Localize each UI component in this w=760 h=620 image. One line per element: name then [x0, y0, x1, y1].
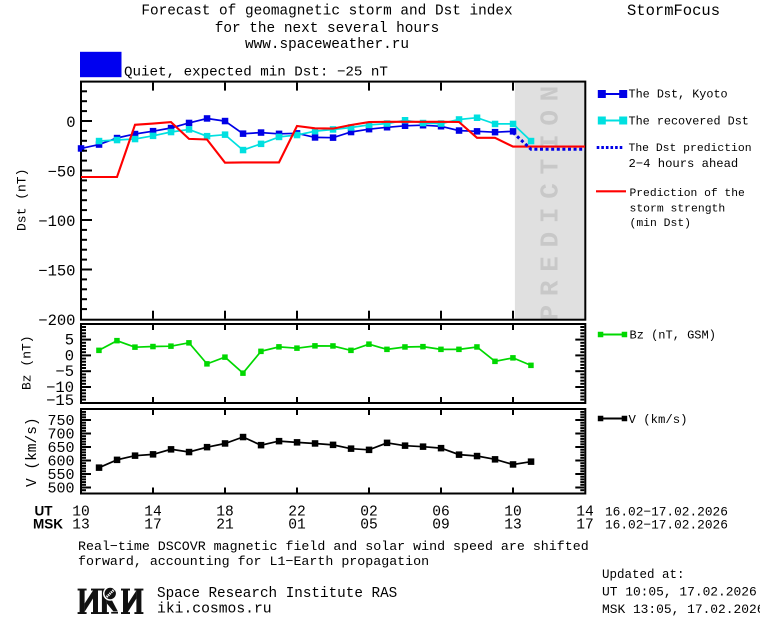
svg-text:Bz (nT, GSM): Bz (nT, GSM)	[630, 329, 716, 343]
svg-text:−50: −50	[48, 164, 76, 182]
svg-text:02: 02	[360, 505, 378, 521]
svg-text:17: 17	[576, 518, 594, 534]
svg-text:05: 05	[360, 518, 378, 534]
svg-text:MSK 13:05, 17.02.2026: MSK 13:05, 17.02.2026	[602, 602, 760, 617]
svg-text:−15: −15	[46, 392, 74, 410]
svg-text:The Dst prediction: The Dst prediction	[629, 143, 752, 155]
svg-text:06: 06	[432, 505, 450, 521]
svg-text:500: 500	[47, 481, 74, 498]
svg-text:14: 14	[144, 505, 162, 521]
svg-text:16.02−17.02.2026: 16.02−17.02.2026	[605, 505, 728, 520]
svg-text:−5: −5	[55, 363, 74, 381]
svg-text:−200: −200	[38, 312, 75, 330]
svg-text:21: 21	[216, 518, 234, 534]
svg-text:14: 14	[576, 505, 594, 521]
svg-text:17: 17	[144, 518, 162, 534]
svg-text:10: 10	[504, 505, 522, 521]
svg-text:10: 10	[72, 505, 90, 521]
svg-text:iki.cosmos.ru: iki.cosmos.ru	[157, 602, 272, 618]
svg-text:Dst (nT): Dst (nT)	[15, 169, 30, 231]
svg-text:16.02−17.02.2026: 16.02−17.02.2026	[605, 518, 728, 533]
svg-text:09: 09	[432, 518, 450, 534]
svg-text:Bz (nT): Bz (nT)	[20, 335, 35, 390]
svg-text:0: 0	[66, 114, 75, 132]
svg-text:UT: UT	[35, 503, 54, 518]
svg-text:−10: −10	[46, 379, 74, 397]
svg-text:storm strength: storm strength	[630, 204, 726, 216]
svg-text:Space Research Institute RAS: Space Research Institute RAS	[157, 586, 397, 602]
svg-text:13: 13	[72, 518, 90, 534]
svg-text:Real−time DSCOVR magnetic fiel: Real−time DSCOVR magnetic field and sola…	[78, 539, 589, 554]
svg-text:Forecast of geomagnetic storm: Forecast of geomagnetic storm and Dst in…	[141, 4, 512, 20]
svg-text:UT 10:05, 17.02.2026: UT 10:05, 17.02.2026	[602, 585, 757, 600]
svg-text:13: 13	[504, 518, 522, 534]
svg-text:(min Dst): (min Dst)	[630, 218, 692, 230]
svg-text:PREDICTION: PREDICTION	[536, 77, 566, 321]
svg-text:−150: −150	[38, 263, 75, 281]
svg-text:Quiet, expected min Dst: −25 n: Quiet, expected min Dst: −25 nT	[124, 65, 388, 81]
svg-text:for the next several hours: for the next several hours	[215, 21, 440, 37]
svg-text:0: 0	[65, 347, 74, 365]
svg-text:V (km/s): V (km/s)	[25, 417, 41, 487]
svg-text:22: 22	[288, 505, 306, 521]
svg-text:www.spaceweather.ru: www.spaceweather.ru	[245, 37, 409, 53]
svg-text:650: 650	[47, 440, 74, 457]
svg-text:The Dst, Kyoto: The Dst, Kyoto	[629, 88, 728, 102]
svg-text:forward, accounting for L1−Ear: forward, accounting for L1−Earth propaga…	[78, 554, 429, 569]
svg-text:2−4 hours ahead: 2−4 hours ahead	[629, 157, 739, 171]
svg-text:The recovered Dst: The recovered Dst	[629, 115, 749, 129]
svg-text:700: 700	[47, 427, 74, 444]
svg-text:Prediction of the: Prediction of the	[630, 188, 745, 200]
svg-text:Updated at:: Updated at:	[602, 568, 685, 582]
svg-text:5: 5	[65, 332, 74, 350]
svg-text:750: 750	[47, 413, 74, 430]
svg-text:600: 600	[47, 454, 74, 471]
svg-text:550: 550	[47, 467, 74, 484]
svg-text:V (km/s): V (km/s)	[629, 413, 688, 427]
svg-text:18: 18	[216, 505, 234, 521]
svg-text:StormFocus: StormFocus	[627, 2, 720, 20]
svg-text:01: 01	[288, 518, 306, 534]
svg-text:−100: −100	[38, 213, 75, 231]
svg-text:MSK: MSK	[33, 516, 63, 531]
